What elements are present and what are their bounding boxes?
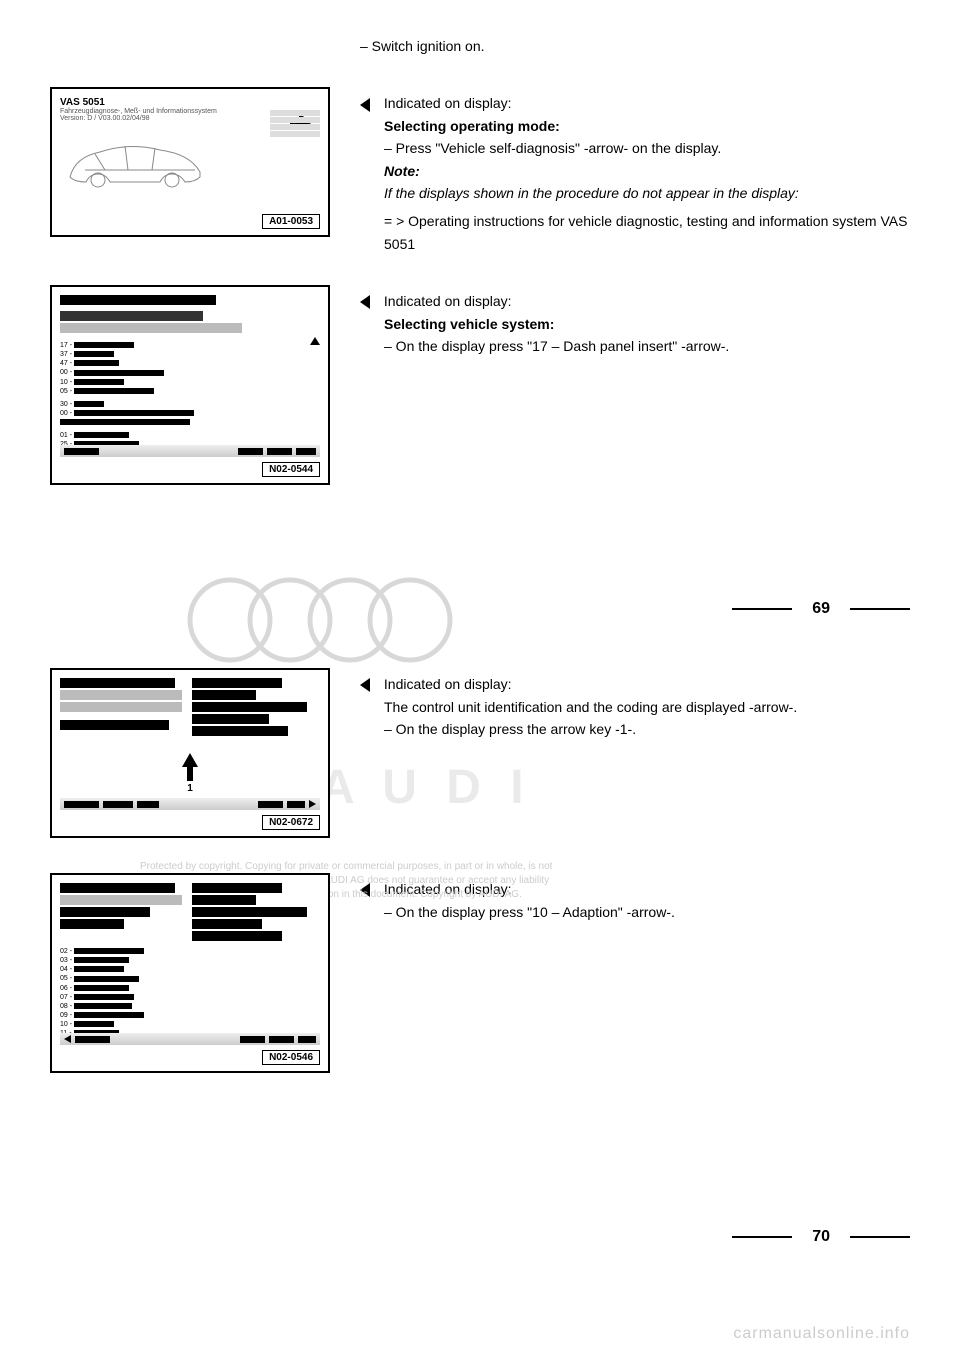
page-rule-69: 69 xyxy=(50,600,910,618)
figure-label: N02-0544 xyxy=(262,462,320,477)
note-label: Note: xyxy=(360,160,910,182)
control-unit-text: The control unit identification and the … xyxy=(360,696,910,718)
press-vehicle-diag: – Press "Vehicle self-diagnosis" -arrow-… xyxy=(360,137,910,159)
car-sketch-icon xyxy=(60,132,210,192)
indicated-heading-3: Indicated on display: xyxy=(384,676,512,692)
figure-label: A01-0053 xyxy=(262,214,320,229)
indicated-heading-4: Indicated on display: xyxy=(384,881,512,897)
side-menu-placeholder xyxy=(270,109,320,138)
copyright-line-1: Protected by copyright. Copying for priv… xyxy=(140,860,552,874)
arrow-stem xyxy=(187,767,193,781)
figure-label: N02-0672 xyxy=(262,815,320,830)
selecting-vehicle-system-heading: Selecting vehicle system: xyxy=(360,313,910,335)
figure-adaption-list: 02 - 03 - 04 - 05 - 06 - 07 - 08 - 09 - … xyxy=(50,873,330,1073)
operating-instructions-ref: = > Operating instructions for vehicle d… xyxy=(360,210,910,255)
scroll-up-icon xyxy=(310,337,320,345)
nav-bar xyxy=(60,445,320,457)
indicated-heading-2: Indicated on display: xyxy=(384,293,512,309)
step-switch-ignition: – Switch ignition on. xyxy=(360,35,910,57)
figure-vehicle-system-list: 17 - 37 - 47 - 00 - 10 - 05 - 30 - 00 - … xyxy=(50,285,330,485)
page-number-69: 69 xyxy=(812,600,830,618)
nav-bar xyxy=(60,798,320,810)
press-10-adaption: – On the display press "10 – Adaption" -… xyxy=(360,901,910,923)
arrow-up-icon xyxy=(182,753,198,767)
figure-control-unit-id: 1 N02-0672 xyxy=(50,668,330,838)
vas-title: VAS 5051 xyxy=(60,97,320,108)
note-text: If the displays shown in the procedure d… xyxy=(360,182,910,204)
pointer-left-icon xyxy=(360,295,370,309)
figure-vas5051: VAS 5051 Fahrzeugdiagnose-, Meß- und Inf… xyxy=(50,87,330,237)
press-arrow-key-1: – On the display press the arrow key -1-… xyxy=(360,718,910,740)
pointer-left-icon xyxy=(360,883,370,897)
press-17-dash: – On the display press "17 – Dash panel … xyxy=(360,335,910,357)
nav-bar xyxy=(60,1033,320,1045)
pointer-left-icon xyxy=(360,98,370,112)
arrow-number-1: 1 xyxy=(60,783,320,794)
page-rule-70: 70 xyxy=(50,1228,910,1246)
pointer-left-icon xyxy=(360,678,370,692)
selecting-mode-heading: Selecting operating mode: xyxy=(360,115,910,137)
page-number-70: 70 xyxy=(812,1228,830,1246)
footer-watermark: carmanualsonline.info xyxy=(733,1325,910,1343)
indicated-heading-1: Indicated on display: xyxy=(384,95,512,111)
figure-label: N02-0546 xyxy=(262,1050,320,1065)
